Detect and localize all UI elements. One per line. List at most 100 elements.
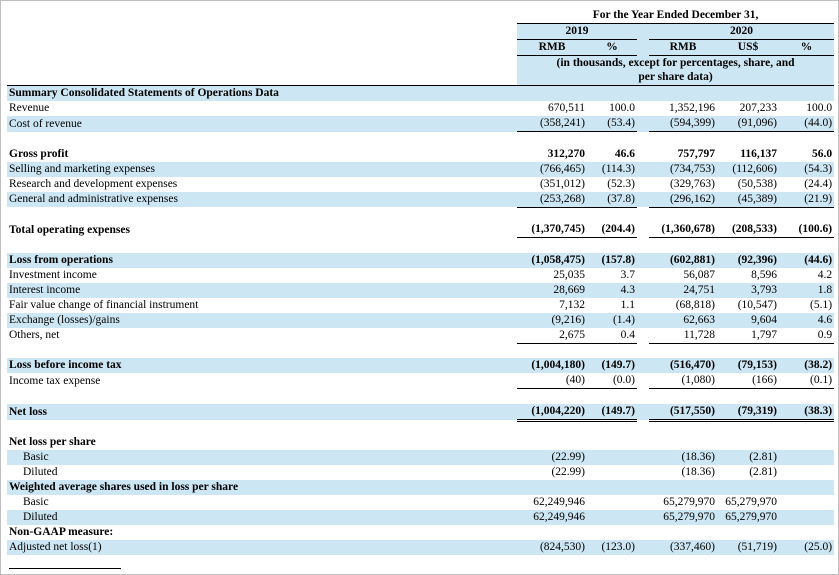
value-cell [649, 435, 717, 450]
units-note-line2: per share data) [638, 70, 713, 83]
row-label: Loss from operations [7, 252, 517, 268]
value-cell [779, 465, 834, 480]
column-gap [637, 238, 649, 253]
value-cell [649, 480, 717, 495]
value-cell [649, 85, 717, 101]
value-cell: 116,137 [740, 147, 777, 160]
value-cell: (157.8) [587, 252, 637, 268]
data-row: Research and development expenses (351,01… [7, 177, 834, 192]
value-cell: (112,606) [717, 161, 779, 177]
value-cell [649, 525, 717, 540]
value-cell [779, 450, 835, 465]
row-label: Net loss per share [9, 436, 96, 448]
value-cell: (149.7) [587, 403, 637, 422]
table-title: For the Year Ended December 31, [517, 8, 835, 24]
row-label: Exchange (losses)/gains [7, 312, 517, 328]
value-cell [517, 420, 587, 435]
value-cell: 4.3 [587, 282, 637, 298]
value-cell [717, 435, 779, 450]
section-row: Weighted average shares used in loss per… [7, 480, 835, 495]
value-cell [779, 207, 834, 222]
data-row: Selling and marketing expenses (766,465)(… [7, 161, 835, 177]
value-cell: (594,399) [649, 116, 717, 132]
value-cell: (45,389) [717, 191, 779, 208]
value-cell: (1,058,475) [517, 252, 587, 268]
value-cell: (1,370,745) [517, 222, 587, 238]
value-cell: 207,233 [739, 102, 777, 114]
data-row: Gross profit 312,270 46.6 757,797 116,137 56.… [7, 147, 834, 162]
row-label: Total operating expenses [9, 223, 130, 236]
value-cell [717, 207, 779, 222]
value-cell: (100.6) [779, 222, 835, 238]
value-cell [587, 435, 637, 450]
value-cell: 62,249,946 [533, 496, 585, 508]
value-cell [587, 525, 637, 540]
value-cell: 0.4 [587, 327, 637, 344]
value-cell: 3.7 [620, 268, 635, 281]
row-label [7, 389, 517, 404]
table-body: Summary Consolidated Statements of Opera… [7, 85, 835, 555]
value-cell: (296,162) [649, 191, 717, 208]
column-gap [637, 450, 649, 465]
col-header-2019-rmb: RMB [517, 39, 587, 56]
value-cell: 24,751 [649, 282, 717, 298]
column-gap [637, 525, 649, 540]
column-gap [637, 222, 649, 238]
value-cell: (25.0) [779, 540, 835, 555]
column-gap [637, 85, 649, 101]
value-cell [587, 132, 637, 147]
value-cell [517, 480, 587, 495]
value-cell: (10,547) [737, 298, 777, 311]
value-cell: (18.36) [681, 466, 715, 478]
value-cell [649, 132, 717, 147]
value-cell [517, 435, 587, 450]
row-label: Selling and marketing expenses [7, 161, 517, 177]
value-cell: 8,596 [751, 268, 777, 281]
data-row: Loss from operations (1,058,475) (157.8) (6… [7, 252, 835, 268]
column-gap [637, 161, 649, 177]
row-label [7, 343, 517, 358]
value-cell: (149.7) [587, 358, 637, 373]
value-cell: 62,249,946 [517, 510, 587, 525]
row-label: Investment income [9, 268, 97, 281]
value-cell [587, 450, 637, 465]
row-label: Basic [23, 496, 49, 508]
column-gap [637, 343, 649, 358]
row-label [7, 238, 517, 253]
data-row: Cost of revenue (358,241) (53.4) (594,399)(… [7, 116, 835, 132]
value-cell: 7,132 [559, 298, 585, 311]
value-cell: (517,550) [649, 403, 717, 422]
column-gap [637, 268, 649, 283]
column-gap [637, 312, 649, 328]
column-gap [637, 480, 649, 495]
value-cell: (734,753) [649, 161, 717, 177]
row-label: Weighted average shares used in loss per… [7, 480, 517, 495]
value-cell [587, 343, 637, 358]
header-spacer [7, 8, 517, 24]
row-label [7, 207, 517, 222]
value-cell [587, 465, 637, 480]
value-cell: (68,818) [675, 298, 715, 311]
value-cell: 100.0 [609, 102, 635, 114]
data-row: Income tax expense (40) (0.0) (1,080) (166)(… [7, 373, 835, 389]
row-label: Interest income [7, 282, 517, 298]
row-label [7, 132, 517, 147]
value-cell [779, 525, 834, 540]
column-gap [637, 435, 649, 450]
value-cell: 1.8 [779, 282, 835, 298]
value-cell: (38.2) [779, 358, 835, 373]
value-cell: 757,797 [677, 147, 715, 160]
value-cell: (5.1) [810, 298, 833, 311]
value-cell: 4.6 [779, 312, 835, 328]
value-cell: 670,511 [548, 102, 585, 114]
value-cell: (38.3) [779, 403, 835, 422]
year-group-gap [637, 39, 649, 56]
data-row: Diluted 62,249,946 65,279,970 65,279,970 [7, 510, 835, 525]
value-cell: 65,279,970 [649, 510, 717, 525]
column-gap [637, 510, 649, 525]
row-label: Research and development expenses [9, 177, 178, 190]
value-cell: (123.0) [587, 540, 637, 555]
data-row: General and administrative expenses (253,… [7, 191, 835, 208]
value-cell [517, 132, 587, 147]
